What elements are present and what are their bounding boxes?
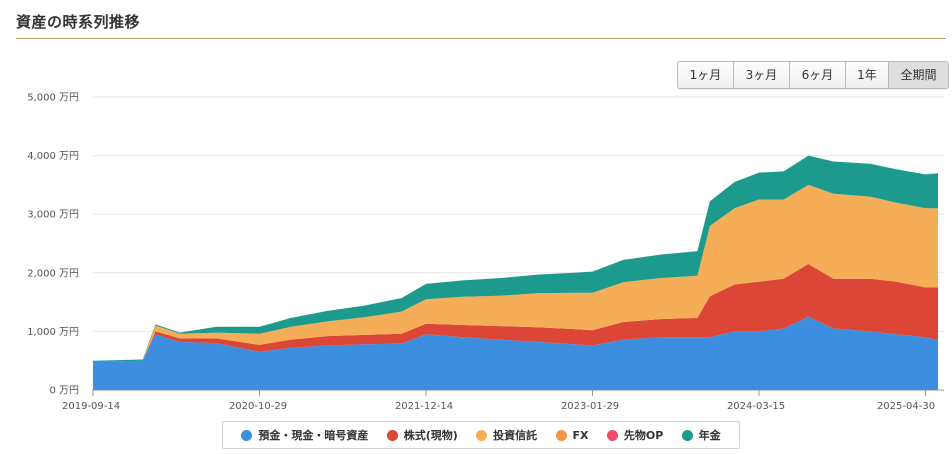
- legend-label: 投資信託: [493, 429, 538, 442]
- section-title: 資産の時系列推移: [16, 13, 141, 31]
- x-tick-label: 2021-12-14: [395, 401, 453, 412]
- area-series-0: [93, 316, 938, 390]
- x-tick-label: 2023-01-29: [561, 401, 619, 412]
- x-tick-label: 2020-10-29: [229, 401, 287, 412]
- x-tick-label: 2024-03-15: [727, 401, 785, 412]
- legend-item[interactable]: 先物OP: [606, 427, 664, 443]
- legend-swatch: [681, 429, 693, 441]
- legend-swatch: [555, 429, 567, 441]
- y-tick-label: 3,000 万円: [27, 210, 79, 221]
- legend-item[interactable]: 年金: [681, 427, 721, 443]
- area-series-5: [93, 155, 938, 362]
- legend-label: 株式(現物): [403, 429, 458, 442]
- legend-label: 預金・現金・暗号資産: [258, 429, 369, 442]
- legend-label: 年金: [698, 429, 721, 442]
- range-1month-button[interactable]: 1ヶ月: [678, 62, 734, 88]
- legend-label: 先物OP: [623, 429, 664, 442]
- legend-item[interactable]: 株式(現物): [386, 427, 458, 443]
- y-tick-label: 0 万円: [49, 386, 79, 397]
- range-3month-button[interactable]: 3ヶ月: [734, 62, 790, 88]
- asset-area-chart: 0 万円 1,000 万円 2,000 万円 3,000 万円 4,000 万円 5,00…: [27, 93, 944, 412]
- legend-swatch: [476, 429, 488, 441]
- range-selector: 1ヶ月 3ヶ月 6ヶ月 1年 全期間: [677, 61, 949, 89]
- legend-item[interactable]: FX: [555, 428, 589, 442]
- legend-item[interactable]: 預金・現金・暗号資産: [241, 427, 368, 443]
- legend-swatch: [241, 429, 253, 441]
- legend-swatch: [606, 429, 618, 441]
- x-tick-label: 2025-04-30: [877, 401, 935, 412]
- y-tick-label: 1,000 万円: [27, 327, 79, 338]
- area-series-2: [93, 184, 938, 362]
- y-tick-label: 2,000 万円: [27, 268, 79, 279]
- chart-legend: 預金・現金・暗号資産 株式(現物) 投資信託 FX 先物OP 年金: [222, 421, 740, 449]
- legend-label: FX: [572, 428, 589, 442]
- range-1year-button[interactable]: 1年: [846, 62, 889, 88]
- x-tick-label: 2019-09-14: [62, 401, 120, 412]
- section-header: 資産の時系列推移: [16, 0, 946, 39]
- range-6month-button[interactable]: 6ヶ月: [790, 62, 846, 88]
- legend-swatch: [386, 429, 398, 441]
- y-tick-label: 4,000 万円: [27, 151, 79, 162]
- y-tick-label: 5,000 万円: [27, 93, 79, 104]
- area-series-1: [93, 264, 938, 362]
- legend-item[interactable]: 投資信託: [476, 427, 537, 443]
- range-all-button[interactable]: 全期間: [889, 62, 948, 88]
